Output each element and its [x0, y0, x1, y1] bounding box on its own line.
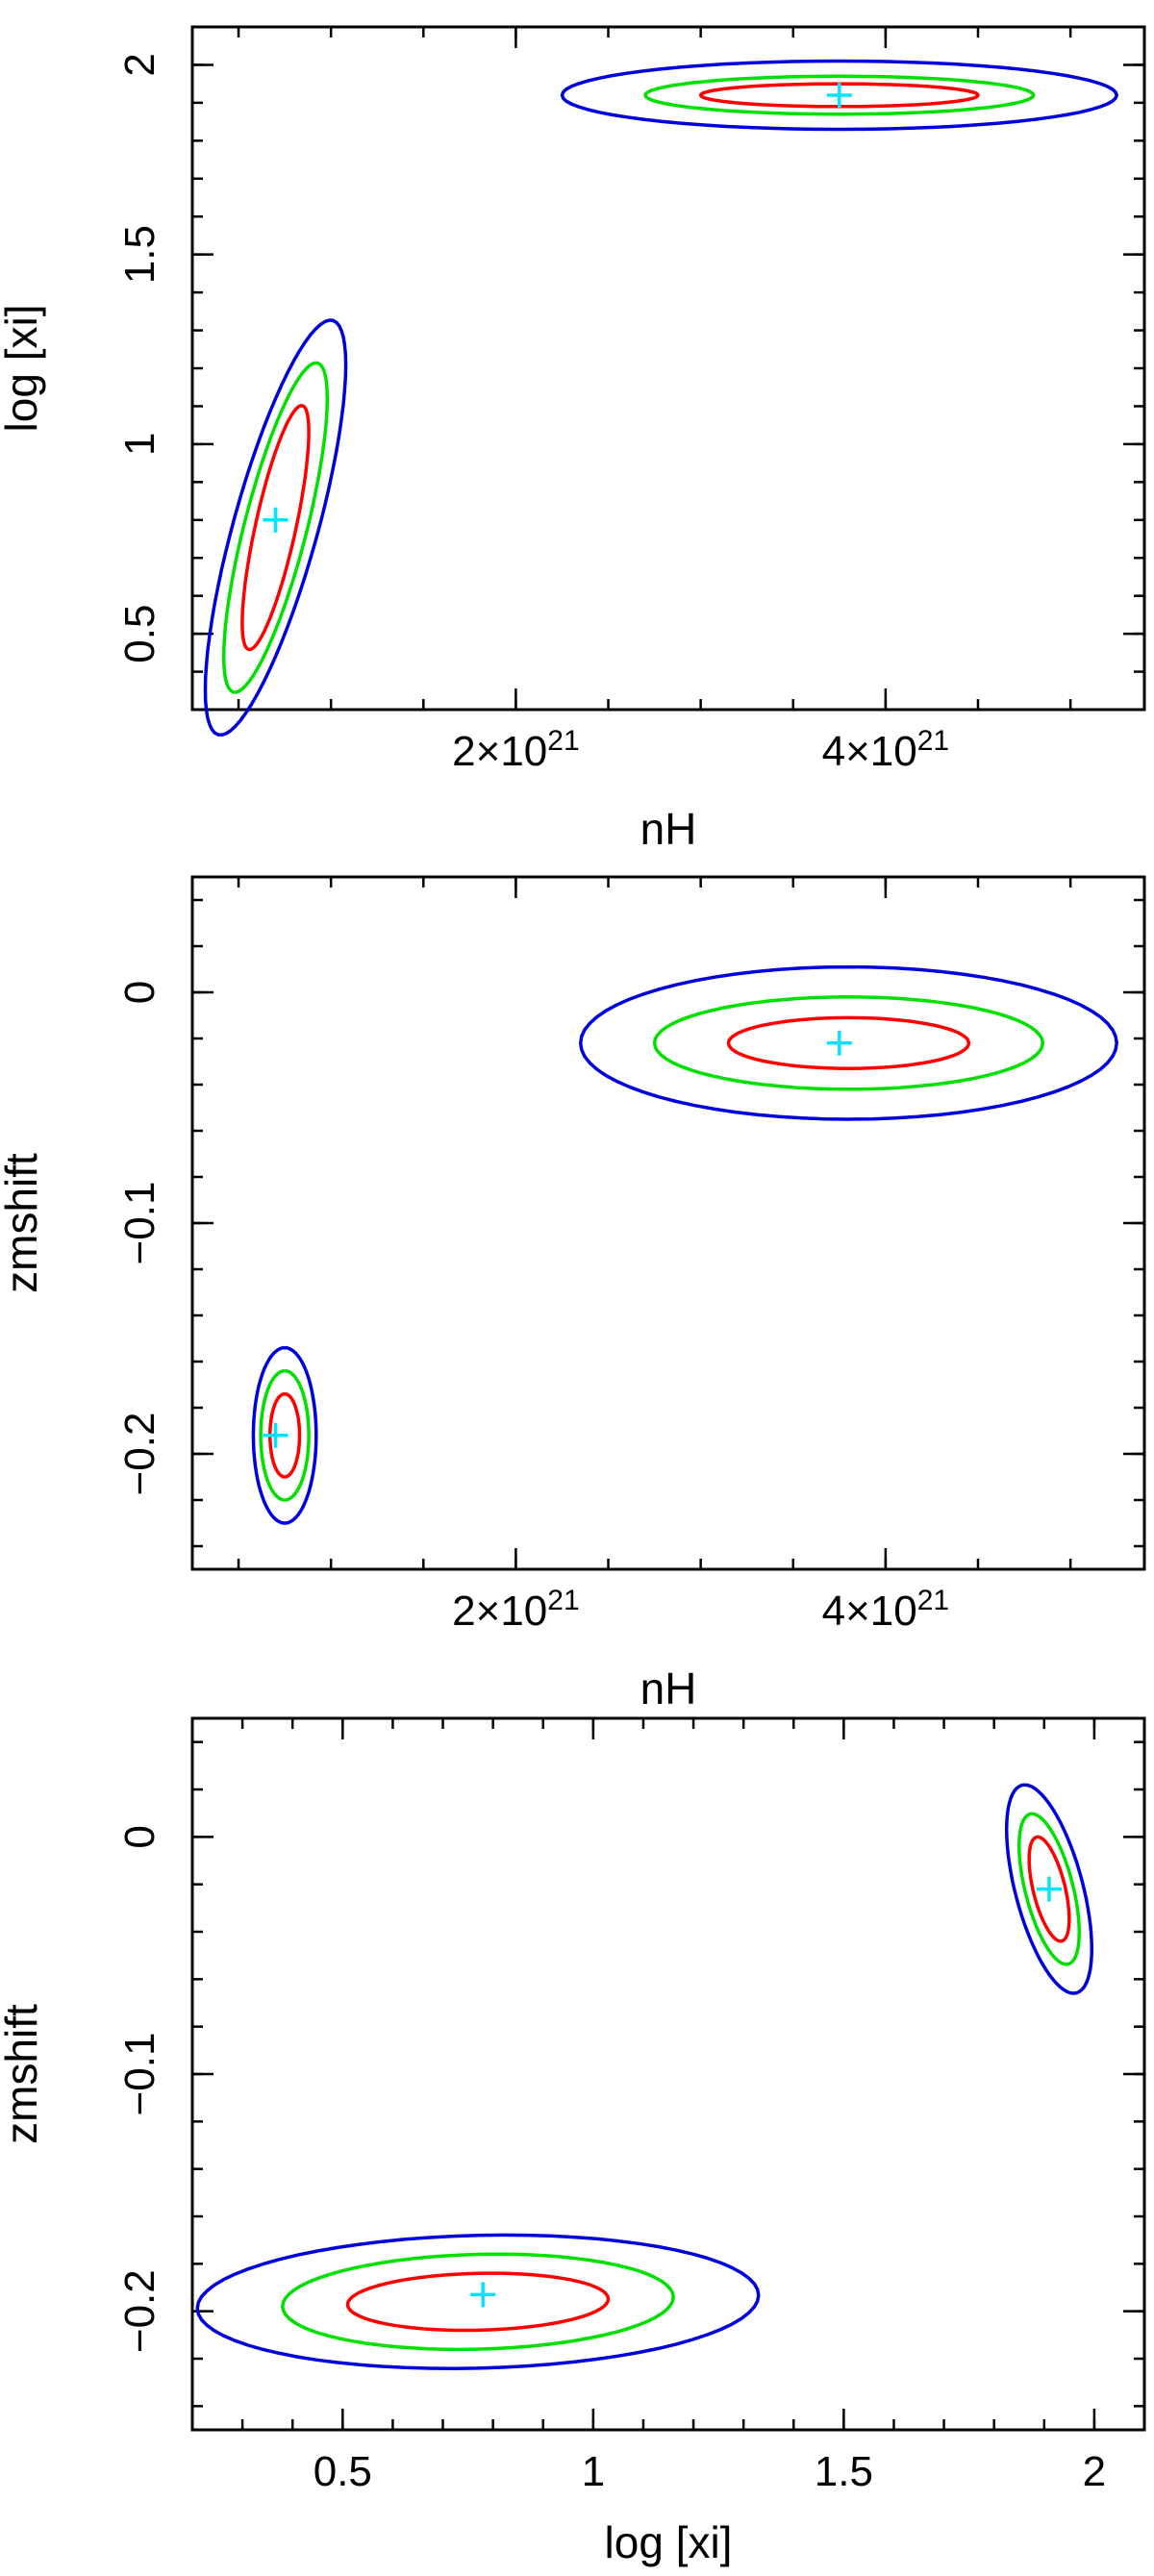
x-tick-label: 0.5	[314, 2448, 372, 2495]
contour-outer-region-0	[251, 1345, 318, 1525]
contour-inner-region-0	[240, 404, 311, 652]
y-axis-label: zmshift	[0, 1153, 46, 1293]
x-tick-label-exponent: 21	[547, 1585, 579, 1616]
best-fit-marker-1	[1037, 1876, 1062, 1902]
best-fit-marker-0	[263, 507, 288, 533]
y-axis-label: log [xi]	[0, 305, 46, 433]
x-tick-label-base: 4×10	[822, 728, 917, 775]
x-tick-label-exponent: 21	[917, 725, 949, 757]
x-tick-label-base: 2×10	[452, 728, 547, 775]
plot-frame	[190, 25, 1146, 712]
x-tick-label-base: 2×10	[452, 1588, 547, 1635]
x-axis-label: nH	[640, 804, 697, 854]
best-fit-marker-0	[263, 1422, 288, 1448]
x-tick-label-exponent: 21	[917, 1585, 949, 1616]
x-tick-label: 2×1021	[452, 1585, 579, 1635]
x-tick-label-base: 4×10	[822, 1588, 917, 1635]
x-tick-label: 4×1021	[822, 1585, 949, 1635]
contour-outer-region-1	[1004, 1783, 1094, 1995]
y-tick-label: 0	[116, 981, 163, 1004]
panel-logxi-vs-zmshift: 0.5 1 1.5 2 0 −0.1 −0.2 log [xi] zmshift	[0, 1716, 1146, 2567]
x-axis-label: log [xi]	[605, 2517, 733, 2567]
contour-middle-region-1	[652, 995, 1045, 1091]
y-axis-label: zmshift	[0, 2004, 46, 2144]
y-tick-label: 2	[116, 53, 163, 76]
y-tick-label: 0	[116, 1825, 163, 1848]
y-tick-label: −0.1	[116, 1182, 163, 1265]
contour-middle-region-0	[221, 361, 330, 694]
contour-outer-region-0	[203, 318, 348, 738]
contour-middle-region-1	[1016, 1812, 1082, 1966]
best-fit-marker-0	[470, 2282, 496, 2308]
contour-middle-region-0	[259, 1368, 311, 1502]
x-tick-label: 1.5	[815, 2448, 873, 2495]
contour-inner-region-1	[698, 82, 980, 109]
contour-middle-region-0	[281, 2252, 675, 2352]
y-tick-label: 1	[116, 433, 163, 456]
x-axis-label: nH	[640, 1663, 697, 1713]
y-tick-label: 1.5	[116, 225, 163, 284]
x-tick-label: 2×1021	[452, 725, 579, 775]
x-tick-label: 2	[1083, 2448, 1106, 2495]
contour-outer-region-1	[560, 59, 1118, 132]
y-tick-label: 0.5	[116, 605, 163, 663]
contour-outer-region-0	[195, 2233, 761, 2370]
contour-middle-region-1	[643, 74, 1036, 116]
y-tick-label: −0.2	[116, 1413, 163, 1496]
x-tick-label: 4×1021	[822, 725, 949, 775]
contour-inner-region-1	[726, 1015, 971, 1070]
best-fit-marker-1	[826, 83, 852, 108]
x-tick-label-exponent: 21	[547, 725, 579, 757]
contour-inner-region-0	[345, 2271, 611, 2333]
x-tick-label: 1	[582, 2448, 605, 2495]
contour-inner-region-1	[1027, 1835, 1071, 1943]
best-fit-marker-1	[826, 1030, 852, 1056]
y-tick-label: −0.2	[116, 2269, 163, 2353]
y-tick-label: −0.1	[116, 2033, 163, 2116]
contour-outer-region-1	[578, 964, 1118, 1121]
plot-frame	[190, 1716, 1146, 2432]
